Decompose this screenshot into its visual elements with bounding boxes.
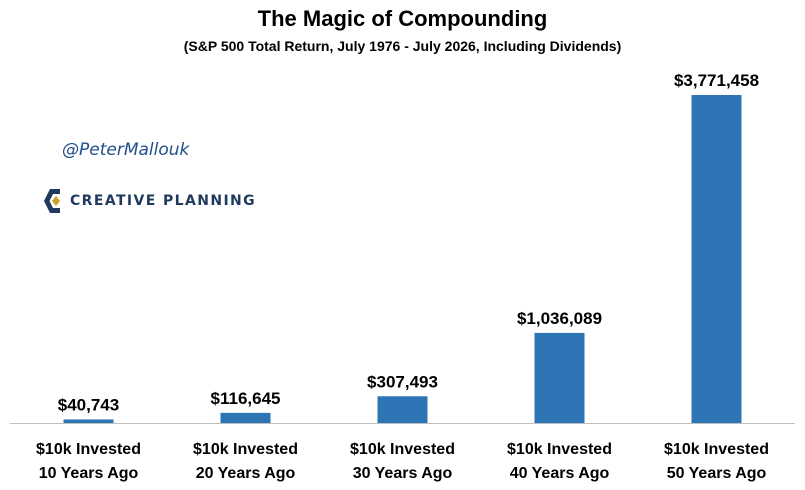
bar-value-label: $1,036,089: [517, 309, 602, 328]
bar: [63, 419, 114, 423]
chart-title: The Magic of Compounding: [257, 6, 548, 31]
bar-value-label: $3,771,458: [674, 71, 759, 90]
category-tick-label: $10k Invested: [193, 441, 298, 458]
bar: [534, 332, 585, 423]
category-tick-label: 30 Years Ago: [353, 465, 453, 482]
category-tick-label: $10k Invested: [664, 441, 769, 458]
category-tick-label: $10k Invested: [507, 441, 612, 458]
bar-value-label: $116,645: [211, 389, 281, 408]
bar: [377, 396, 428, 423]
brand-name: CREATIVE PLANNING: [70, 193, 257, 209]
bar-value-label: $307,493: [367, 372, 438, 391]
category-tick-label: $10k Invested: [350, 441, 455, 458]
social-handle: @PeterMallouk: [62, 140, 190, 160]
category-tick-label: 50 Years Ago: [667, 465, 767, 482]
bar: [691, 95, 742, 423]
brand-logo: CREATIVE PLANNING: [42, 186, 256, 216]
creative-planning-logo-icon: [44, 189, 60, 213]
chart-subtitle: (S&P 500 Total Return, July 1976 - July …: [183, 38, 622, 54]
bar-value-label: $40,743: [58, 395, 119, 414]
category-tick-label: 20 Years Ago: [196, 465, 296, 482]
category-tick-label: 10 Years Ago: [39, 465, 139, 482]
bar: [220, 412, 271, 423]
category-tick-label: $10k Invested: [36, 441, 141, 458]
category-tick-label: 40 Years Ago: [510, 465, 610, 482]
